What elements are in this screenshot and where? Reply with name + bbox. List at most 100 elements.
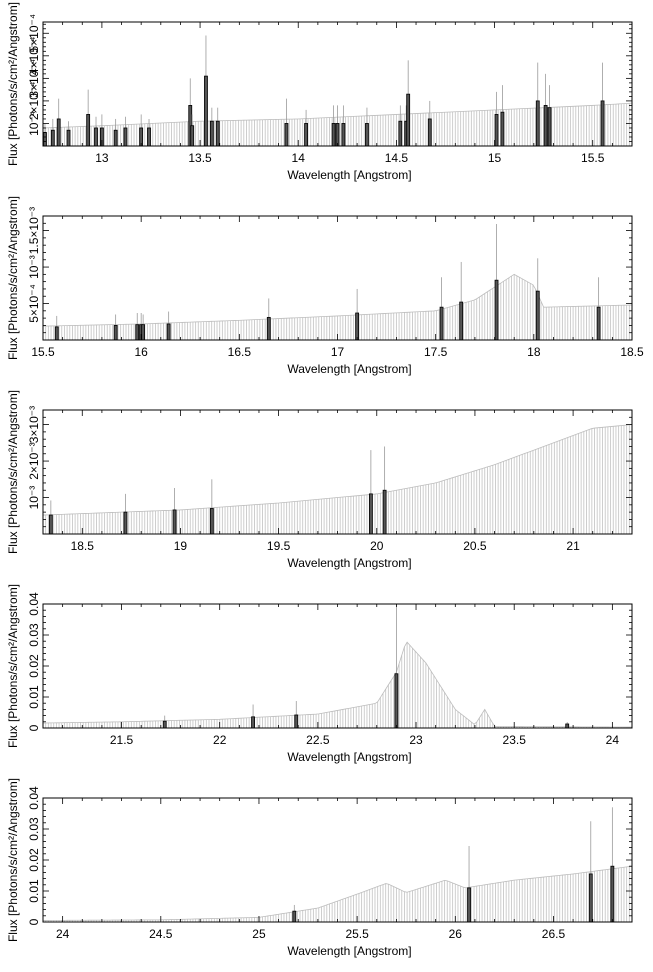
emission-line-bar [209, 120, 214, 146]
x-tick-label: 17.5 [424, 345, 448, 359]
chart-panel-3: 18.5 19 19.5 20 20.5 21 10⁻³ 2×10⁻³3×10⁻³ Wavele… [6, 390, 633, 570]
x-tick-label: 26.5 [542, 927, 566, 941]
emission-line-bar [600, 100, 605, 146]
emission-line-bar [394, 673, 399, 728]
y-tick-label: 5×10⁻⁴ [27, 284, 41, 323]
emission-line-bar [331, 123, 336, 146]
emission-line-bar [204, 75, 208, 146]
y-tick-label: 2×10⁻⁴ [27, 82, 41, 121]
x-tick-label: 23 [409, 733, 423, 747]
x-tick-label: 15.5 [31, 345, 55, 359]
continuum-envelope [43, 424, 632, 516]
emission-line-bar [86, 114, 91, 146]
emission-line-bar [123, 127, 128, 146]
emission-line-bar [398, 120, 403, 146]
emission-line-bar [209, 508, 214, 534]
x-tick-label: 20.5 [463, 539, 487, 553]
chart-panel-1: 13 13.5 14 14.5 15 15.5 10⁻⁴2×10⁻⁴3×10⁻⁴4×10⁻⁴… [6, 2, 633, 182]
emission-line-bar [147, 127, 151, 146]
emission-line-bar [588, 873, 593, 922]
emission-line-bar [50, 129, 55, 146]
emission-line-bar [494, 279, 499, 340]
emission-line-bar [215, 120, 220, 146]
x-tick-label: 26 [449, 927, 463, 941]
chart-panel-2: 15.5 16 16.5 17 17.5 18 18.5 5×10⁻⁴ 10⁻³1.5×10⁻³… [6, 196, 644, 376]
y-tick-label: 5×10⁻⁴ [27, 14, 41, 53]
y-tick-label: 1.5×10⁻³ [27, 207, 41, 254]
x-tick-label: 19 [174, 539, 188, 553]
y-axis-title: Flux [Photons/s/cm²/Angstrom] [6, 390, 20, 554]
emission-line-bar [123, 511, 128, 534]
y-axis-title: Flux [Photons/s/cm²/Angstrom] [6, 196, 20, 360]
emission-line-bar [459, 301, 464, 340]
x-tick-label: 16.5 [228, 345, 252, 359]
emission-line-bar [535, 290, 540, 340]
x-tick-label: 15.5 [581, 151, 605, 165]
x-tick-label: 19.5 [267, 539, 291, 553]
emission-line-bar [113, 325, 118, 340]
plot-area [43, 35, 632, 146]
emission-line-bar [135, 324, 140, 340]
y-tick-label: 3×10⁻⁴ [27, 59, 41, 98]
emission-line-bar [166, 323, 171, 340]
y-tick-label: 0.02 [27, 654, 41, 678]
x-tick-label: 17 [331, 345, 345, 359]
emission-line-bar [365, 123, 369, 146]
x-tick-label: 24 [56, 927, 70, 941]
y-tick-label: 0.03 [27, 623, 41, 647]
x-tick-label: 22 [213, 733, 227, 747]
x-tick-label: 15 [488, 151, 502, 165]
emission-line-bar [543, 105, 548, 146]
x-tick-label: 21.5 [110, 733, 134, 747]
x-tick-label: 25 [252, 927, 266, 941]
emission-line-bar [368, 493, 373, 534]
y-tick-label: 0.04 [27, 786, 41, 810]
emission-line-bar [54, 326, 59, 340]
emission-line-bar [56, 118, 61, 146]
x-tick-label: 23.5 [503, 733, 527, 747]
x-tick-label: 14 [292, 151, 306, 165]
emission-line-bar [596, 306, 601, 340]
x-tick-label: 22.5 [306, 733, 330, 747]
emission-line-bar [467, 887, 471, 922]
x-axis-title: Wavelength [Angstrom] [287, 556, 411, 570]
x-tick-label: 13.5 [188, 151, 212, 165]
emission-line-bar [48, 514, 53, 534]
emission-line-bar [547, 107, 552, 146]
emission-line-bar [43, 132, 47, 146]
emission-line-bar [439, 306, 444, 340]
y-tick-label: 0.02 [27, 848, 41, 872]
x-tick-label: 18.5 [71, 539, 95, 553]
x-tick-label: 18 [527, 345, 541, 359]
y-tick-label: 0.01 [27, 685, 41, 709]
emission-line-bar [406, 93, 411, 146]
emission-line-bar [100, 127, 104, 146]
x-tick-label: 21 [566, 539, 580, 553]
x-tick-label: 16 [134, 345, 148, 359]
x-tick-label: 24.5 [149, 927, 173, 941]
plot-area [43, 424, 632, 534]
x-axis-title: Wavelength [Angstrom] [287, 362, 411, 376]
y-tick-label: 0 [27, 724, 41, 731]
y-tick-label: 4×10⁻⁴ [27, 37, 41, 76]
emission-line-bar [190, 125, 195, 146]
x-axis-title: Wavelength [Angstrom] [287, 750, 411, 764]
plot-area [43, 224, 632, 340]
x-tick-label: 24 [606, 733, 620, 747]
y-tick-label: 0.01 [27, 879, 41, 903]
emission-line-bar [251, 716, 255, 728]
emission-line-bar [66, 129, 71, 146]
y-tick-label: 2×10⁻³ [27, 442, 41, 479]
emission-line-bar [266, 316, 271, 340]
x-tick-label: 14.5 [385, 151, 409, 165]
emission-line-bar [304, 123, 308, 146]
emission-line-bar [162, 720, 167, 728]
emission-line-bar [294, 714, 299, 728]
y-tick-label: 10⁻³ [27, 486, 41, 510]
y-axis-title: Flux [Photons/s/cm²/Angstrom] [6, 2, 20, 166]
x-tick-label: 25.5 [345, 927, 369, 941]
y-axis-title: Flux [Photons/s/cm²/Angstrom] [6, 584, 20, 748]
emission-line-bar [141, 324, 146, 340]
